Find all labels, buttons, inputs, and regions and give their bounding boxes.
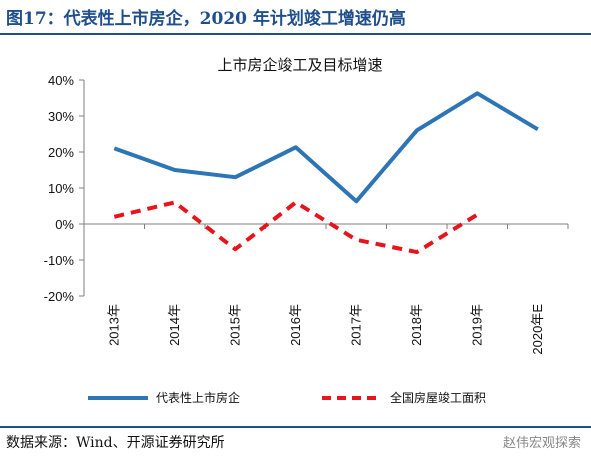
y-tick-label: 40% — [48, 73, 74, 88]
bottom-rule — [0, 426, 591, 428]
y-tick-label: 0% — [55, 217, 74, 232]
top-rule — [0, 33, 591, 35]
x-tick-label: 2019年 — [469, 304, 484, 346]
x-tick-label: 2017年 — [348, 304, 363, 346]
y-tick-label: -10% — [44, 253, 75, 268]
series-line-1 — [113, 91, 539, 204]
watermark: 赵伟宏观探索 — [502, 436, 581, 451]
legend: 代表性上市房企 全国房屋竣工面积 — [88, 390, 486, 405]
x-tick-label: 2013年 — [106, 304, 121, 346]
x-tick-label: 2014年 — [167, 304, 182, 346]
y-tick-label: 30% — [48, 109, 74, 124]
y-tick-label: -20% — [44, 289, 75, 304]
chart-title: 上市房企竣工及目标增速 — [217, 56, 382, 74]
source-note: 数据来源：Wind、开源证券研究所 — [6, 435, 225, 451]
series-line-2 — [113, 200, 479, 255]
x-tick-label: 2020年E — [530, 304, 545, 355]
x-tick-label: 2018年 — [409, 304, 424, 346]
y-tick-label: 10% — [48, 181, 74, 196]
x-tick-label: 2015年 — [227, 304, 242, 346]
figure-title: 图17：代表性上市房企，2020 年计划竣工增速仍高 — [6, 9, 406, 29]
y-tick-label: 20% — [48, 145, 74, 160]
x-tick-label: 2016年 — [288, 304, 303, 346]
legend-label-series-2: 全国房屋竣工面积 — [390, 390, 486, 405]
legend-label-series-1: 代表性上市房企 — [156, 390, 240, 405]
